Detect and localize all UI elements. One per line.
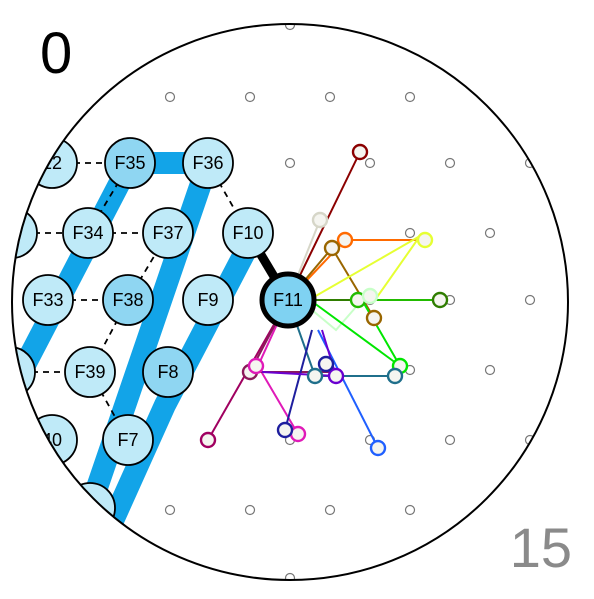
node-f40: 40 [26, 414, 78, 466]
grid-dot [404, 91, 416, 103]
grid-dot [404, 504, 416, 516]
node-label: F38 [112, 290, 143, 310]
trajectory-marker [386, 367, 404, 385]
node-f37: F37 [142, 207, 194, 259]
node-circle [142, 207, 194, 259]
node-f6 [64, 482, 116, 534]
grid-dot [484, 227, 496, 239]
trajectory-marker [365, 309, 383, 327]
node-circle [64, 346, 116, 398]
trajectory-line [284, 329, 313, 431]
trajectory-marker [336, 231, 354, 249]
grid-dots [164, 24, 536, 580]
trajectory-marker [416, 231, 434, 249]
node-label: F35 [114, 153, 145, 173]
node-label: F7 [117, 430, 138, 450]
node-circle [222, 207, 274, 259]
node-circle [62, 207, 114, 259]
node-f34: F34 [62, 207, 114, 259]
node-f36: F36 [182, 137, 234, 189]
grid-dot [284, 157, 296, 169]
node-circle [22, 274, 74, 326]
node-circle [102, 274, 154, 326]
node-circle [182, 274, 234, 326]
grid-dot [364, 157, 376, 169]
node-f33: F33 [22, 274, 74, 326]
node-label: F34 [72, 223, 103, 243]
trajectory-marker [199, 431, 217, 449]
node-f8: F8 [142, 346, 194, 398]
count-label: 15 [509, 516, 572, 579]
grid-dot [244, 91, 256, 103]
grid-dot [164, 504, 176, 516]
node-label: F36 [192, 153, 223, 173]
node-circle [64, 482, 116, 534]
node-label: F33 [32, 290, 63, 310]
grid-dot [444, 157, 456, 169]
node-circle [12, 207, 38, 259]
grid-dot [524, 294, 536, 306]
node-circle [104, 137, 156, 189]
trajectory-marker [351, 143, 369, 161]
trajectory-marker [431, 291, 449, 309]
node-f11: F11 [259, 271, 317, 329]
node-label: F9 [197, 290, 218, 310]
trajectory-marker [247, 357, 265, 375]
trajectory-marker [369, 439, 387, 457]
highlight-bands [12, 152, 265, 580]
grid-dot [324, 91, 336, 103]
node-label: F11 [273, 290, 303, 310]
node-f3: 3 [7, 207, 38, 259]
trajectory-marker [276, 421, 294, 439]
node-circle [259, 271, 317, 329]
node-label: F8 [157, 362, 178, 382]
node-f7: F7 [102, 414, 154, 466]
boundary-circle [11, 23, 569, 581]
grid-dot [484, 364, 496, 376]
trajectory-marker [306, 367, 324, 385]
node-circle [142, 346, 194, 398]
grid-dot [324, 504, 336, 516]
node-circle [102, 414, 154, 466]
trajectory-marker [323, 239, 341, 257]
trajectory-marker [327, 367, 345, 385]
grid-dot [244, 504, 256, 516]
grid-dot [284, 572, 296, 580]
node-f10: F10 [222, 207, 274, 259]
trajectory-marker [311, 211, 329, 229]
node-circle [182, 137, 234, 189]
node-f39: F39 [64, 346, 116, 398]
grid-dot [164, 91, 176, 103]
grid-dot [404, 227, 416, 239]
node-f9: F9 [182, 274, 234, 326]
node-label: 3 [7, 223, 17, 243]
trajectory-lines [199, 143, 449, 457]
node-label: F39 [74, 362, 105, 382]
node-label: F10 [232, 223, 263, 243]
clipped-content: 12 F35 F36 3 F34 F37 F10 F33 F38 F9 F11 2 F39 F8 40 F7 [5, 24, 536, 580]
node-f35: F35 [104, 137, 156, 189]
node-label: F37 [152, 223, 183, 243]
node-f38: F38 [102, 274, 154, 326]
node-f12: 12 [26, 137, 78, 189]
trajectory-marker [361, 287, 379, 305]
grid-dot [444, 434, 456, 446]
trajectory-marker [317, 355, 335, 373]
node-label: 2 [5, 362, 15, 382]
frame-index-label: 0 [40, 21, 73, 86]
